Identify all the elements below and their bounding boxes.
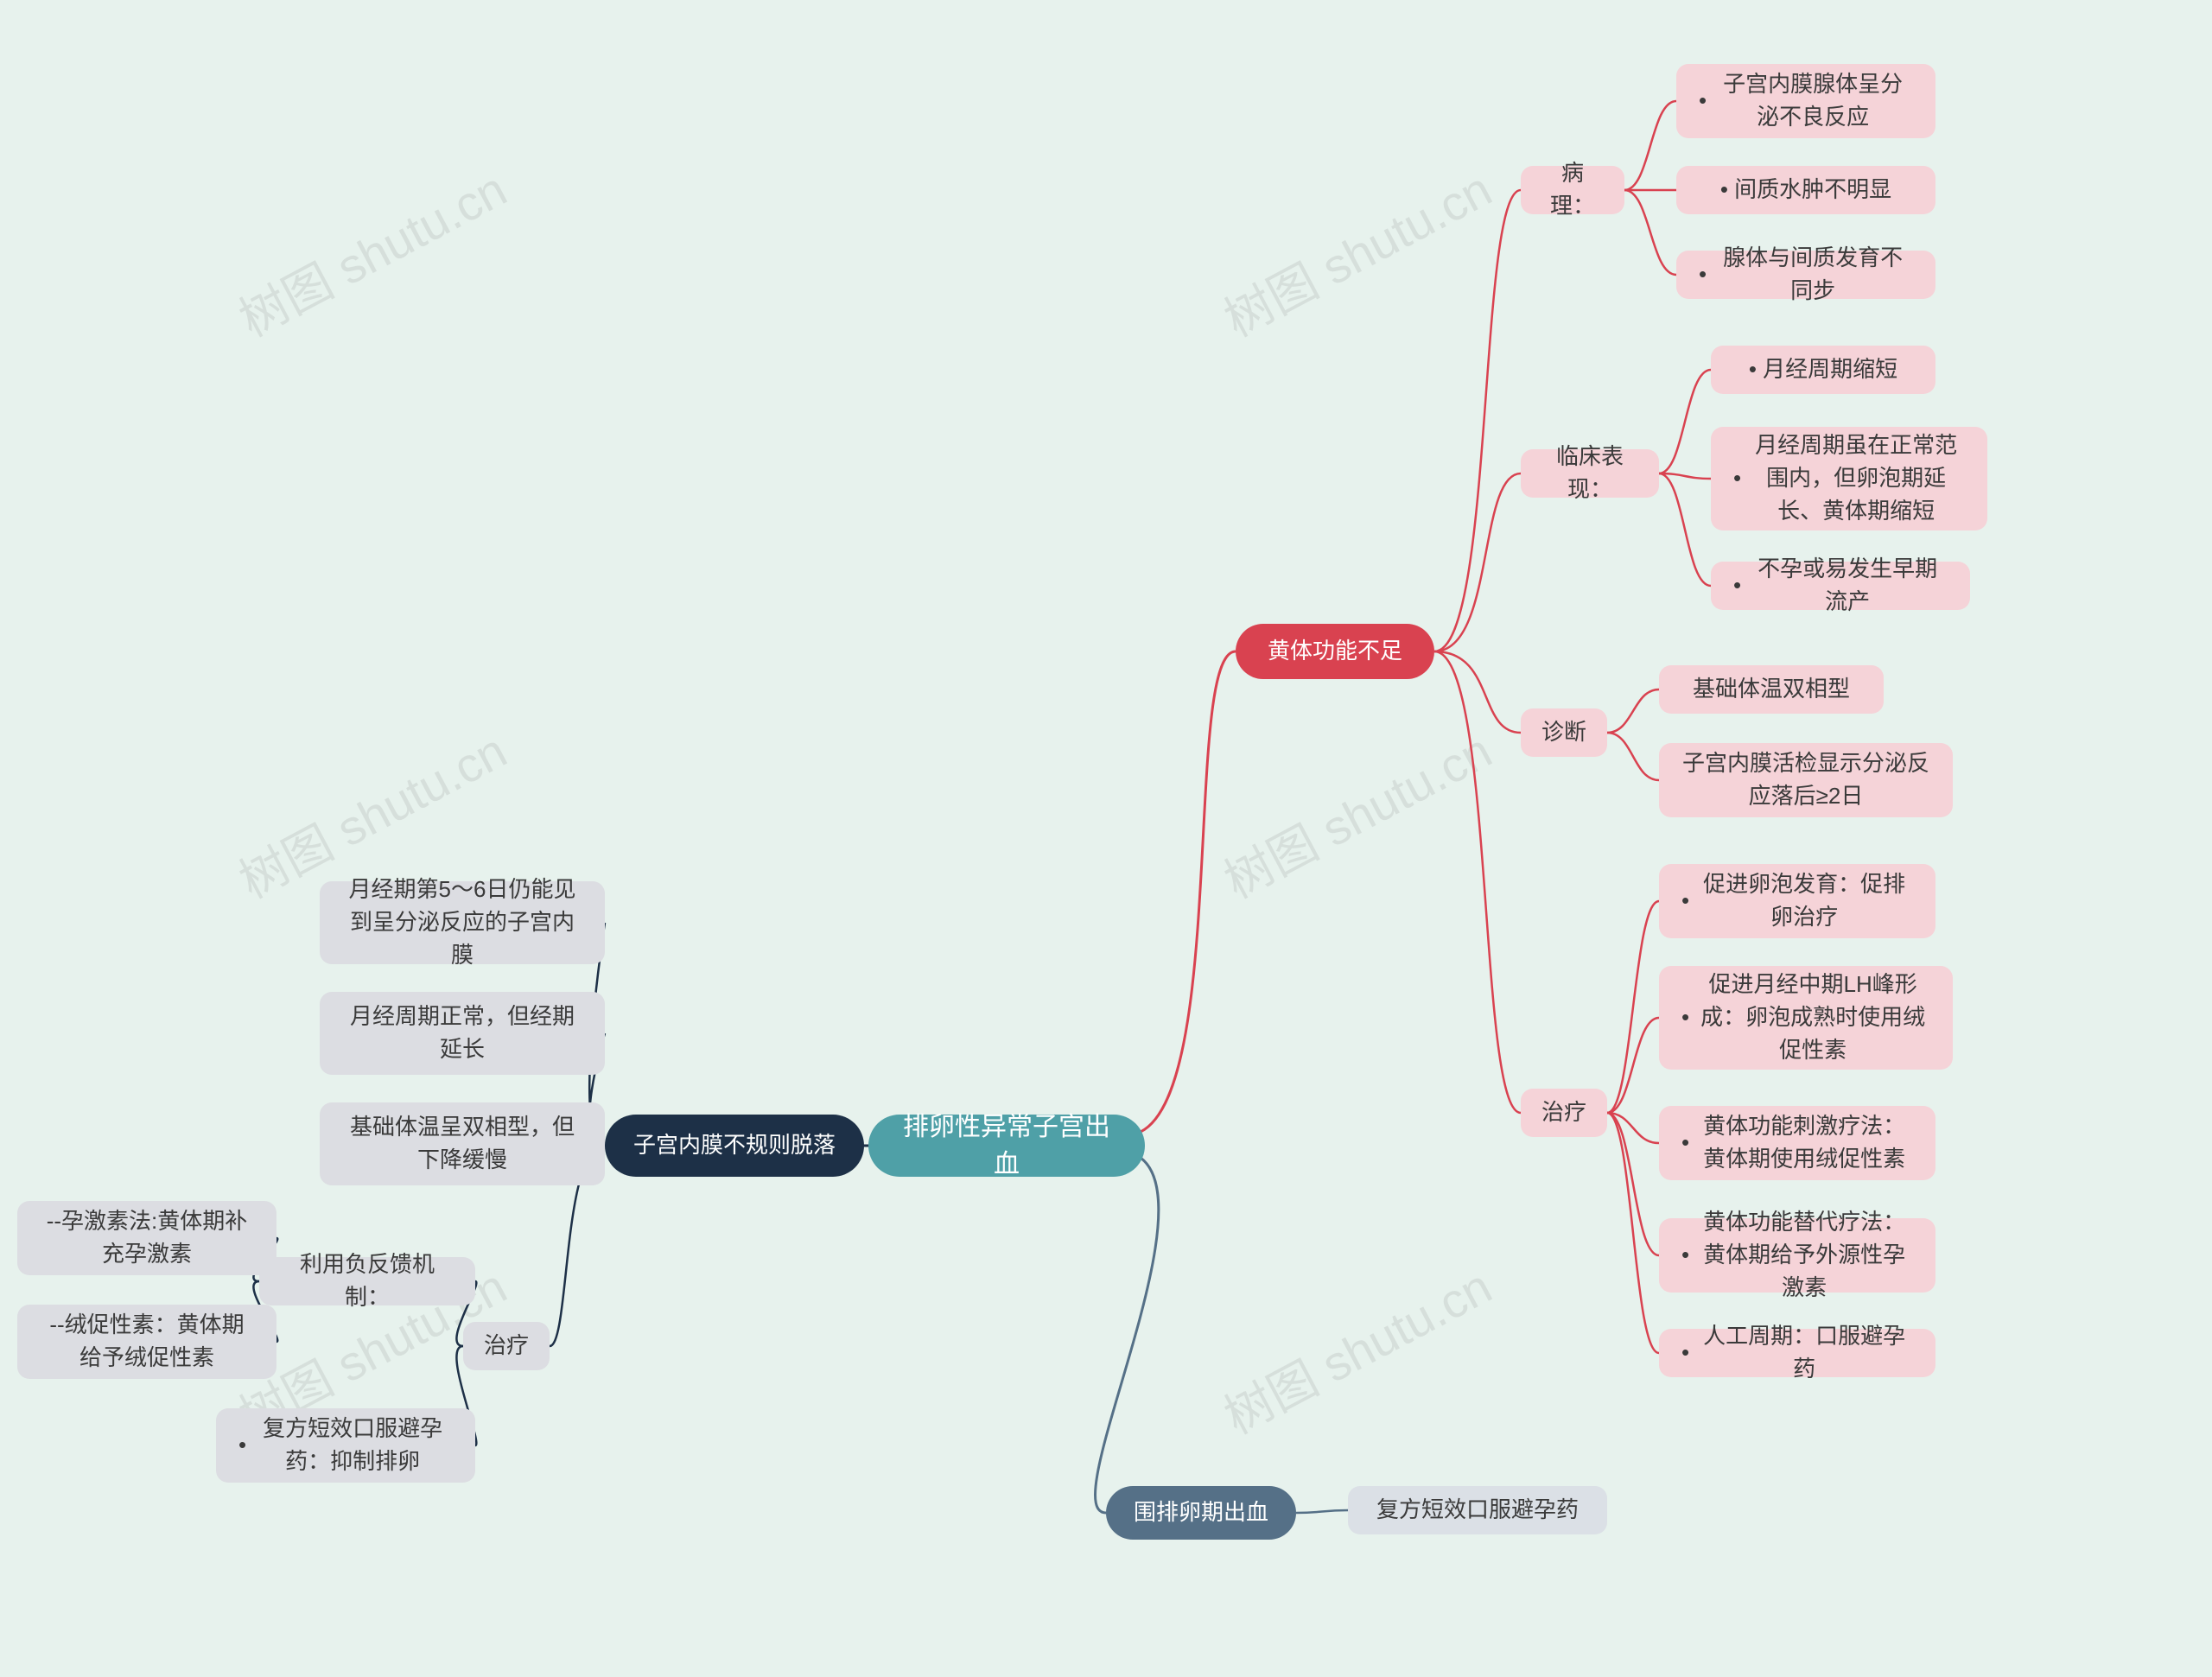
left-4a-feedback[interactable]: 利用负反馈机制：	[259, 1257, 475, 1305]
r4a-label: 促进卵泡发育：促排卵治疗	[1695, 868, 1913, 933]
r1c[interactable]: • 腺体与间质发育不同步	[1676, 251, 1936, 299]
bullet-icon: •	[1699, 85, 1713, 118]
r4-treatment[interactable]: 治疗	[1521, 1089, 1607, 1137]
r1b-label: 间质水肿不明显	[1734, 174, 1891, 206]
bullet-icon: •	[238, 1429, 252, 1462]
bullet-icon: •	[1681, 1239, 1695, 1272]
branch-left[interactable]: 子宫内膜不规则脱落	[605, 1115, 864, 1177]
r4e-label: 人工周期：口服避孕药	[1695, 1320, 1913, 1385]
bullet-icon: •	[1733, 569, 1747, 602]
bullet-icon: •	[1720, 174, 1734, 206]
left-4a2[interactable]: --绒促性素：黄体期给予绒促性素	[17, 1305, 276, 1379]
bullet-icon: •	[1681, 885, 1695, 918]
left-child-3[interactable]: 基础体温呈双相型，但下降缓慢	[320, 1102, 605, 1185]
r1-pathology[interactable]: 病理：	[1521, 166, 1624, 214]
r4b-label: 促进月经中期LH峰形成：卵泡成熟时使用绒促性素	[1695, 969, 1930, 1066]
r2b-label: 月经周期虽在正常范围内，但卵泡期延长、黄体期缩短	[1747, 429, 1965, 527]
left-4b-label: 复方短效口服避孕药：抑制排卵	[252, 1413, 453, 1477]
root-node[interactable]: 排卵性异常子宫出血	[868, 1115, 1145, 1177]
r4a[interactable]: • 促进卵泡发育：促排卵治疗	[1659, 864, 1936, 938]
bullet-icon: •	[1749, 353, 1763, 386]
bullet-icon: •	[1681, 1001, 1695, 1034]
b1[interactable]: 复方短效口服避孕药	[1348, 1486, 1607, 1534]
branch-right-top[interactable]: 黄体功能不足	[1236, 624, 1434, 679]
r1b[interactable]: • 间质水肿不明显	[1676, 166, 1936, 214]
left-child-4-treatment[interactable]: 治疗	[463, 1322, 550, 1370]
r3-diagnosis[interactable]: 诊断	[1521, 708, 1607, 757]
r2c-label: 不孕或易发生早期流产	[1747, 553, 1948, 618]
r4d-label: 黄体功能替代疗法：黄体期给予外源性孕激素	[1695, 1206, 1913, 1304]
watermark: 树图 shutu.cn	[1211, 713, 1503, 912]
r4b[interactable]: • 促进月经中期LH峰形成：卵泡成熟时使用绒促性素	[1659, 966, 1953, 1070]
watermark: 树图 shutu.cn	[1211, 151, 1503, 351]
r4d[interactable]: • 黄体功能替代疗法：黄体期给予外源性孕激素	[1659, 1218, 1936, 1293]
r4c-label: 黄体功能刺激疗法：黄体期使用绒促性素	[1695, 1110, 1913, 1175]
r2a[interactable]: • 月经周期缩短	[1711, 346, 1936, 394]
bullet-icon: •	[1699, 258, 1713, 291]
left-child-1[interactable]: 月经期第5～6日仍能见到呈分泌反应的子宫内膜	[320, 881, 605, 964]
r1c-label: 腺体与间质发育不同步	[1713, 242, 1913, 307]
r2c[interactable]: • 不孕或易发生早期流产	[1711, 562, 1970, 610]
r3a[interactable]: 基础体温双相型	[1659, 665, 1884, 714]
r2b[interactable]: • 月经周期虽在正常范围内，但卵泡期延长、黄体期缩短	[1711, 427, 1987, 530]
branch-right-bottom[interactable]: 围排卵期出血	[1106, 1486, 1296, 1540]
r4e[interactable]: • 人工周期：口服避孕药	[1659, 1329, 1936, 1377]
bullet-icon: •	[1681, 1127, 1695, 1159]
r4c[interactable]: • 黄体功能刺激疗法：黄体期使用绒促性素	[1659, 1106, 1936, 1180]
left-4a1[interactable]: --孕激素法:黄体期补充孕激素	[17, 1201, 276, 1275]
r3b[interactable]: 子宫内膜活检显示分泌反应落后≥2日	[1659, 743, 1953, 817]
bullet-icon: •	[1681, 1337, 1695, 1369]
r1a-label: 子宫内膜腺体呈分泌不良反应	[1713, 68, 1913, 133]
watermark: 树图 shutu.cn	[1211, 1248, 1503, 1448]
r1a[interactable]: • 子宫内膜腺体呈分泌不良反应	[1676, 64, 1936, 138]
bullet-icon: •	[1733, 462, 1747, 495]
watermark: 树图 shutu.cn	[226, 151, 518, 351]
r2a-label: 月经周期缩短	[1763, 353, 1897, 386]
left-4b[interactable]: • 复方短效口服避孕药：抑制排卵	[216, 1408, 475, 1483]
left-child-2[interactable]: 月经周期正常，但经期延长	[320, 992, 605, 1075]
r2-clinical[interactable]: 临床表现：	[1521, 449, 1659, 498]
